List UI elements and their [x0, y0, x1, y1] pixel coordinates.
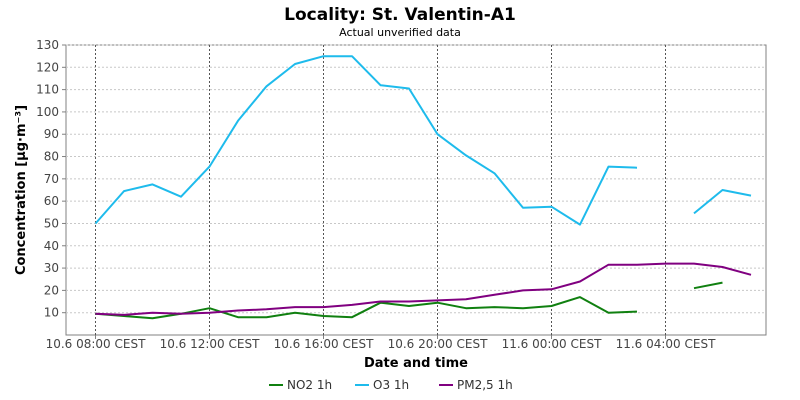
chart-subtitle: Actual unverified data: [339, 26, 461, 39]
series-1: [94, 55, 752, 226]
y-axis-label: Concentration [µg·m⁻³]: [14, 105, 29, 275]
y-tick-label: 70: [44, 172, 59, 186]
y-axis-ticks: 10 20 30 40 50 60 70 80 90 100 110 120 130: [36, 38, 66, 320]
y-tick-label: 40: [44, 239, 59, 253]
x-tick-label: 10.6 12:00 CEST: [160, 337, 261, 351]
y-tick-label: 120: [36, 60, 59, 74]
vertical-gridlines: [95, 45, 666, 335]
y-tick-label: 30: [44, 261, 59, 275]
series-line-segment: [693, 189, 752, 215]
y-tick-label: 10: [44, 306, 59, 320]
legend-item: NO2 1h: [269, 378, 332, 392]
plot-area: [65, 44, 767, 336]
y-tick-label: 50: [44, 216, 59, 230]
y-tick-label: 110: [36, 83, 59, 97]
x-tick-label: 11.6 04:00 CEST: [616, 337, 717, 351]
legend-item: PM2,5 1h: [439, 378, 513, 392]
series-line-segment: [693, 281, 723, 290]
legend-label: NO2 1h: [287, 378, 332, 392]
x-tick-label: 10.6 16:00 CEST: [274, 337, 375, 351]
series-2: [95, 262, 752, 316]
y-tick-label: 80: [44, 150, 59, 164]
legend-item: O3 1h: [355, 378, 409, 392]
x-tick-label: 10.6 08:00 CEST: [46, 337, 147, 351]
x-axis-label: Date and time: [364, 356, 468, 371]
y-tick-label: 20: [44, 283, 59, 297]
series-lines: [94, 55, 752, 320]
y-tick-label: 100: [36, 105, 59, 119]
y-tick-label: 60: [44, 194, 59, 208]
x-tick-label: 11.6 00:00 CEST: [502, 337, 603, 351]
legend: NO2 1h O3 1h PM2,5 1h: [269, 378, 513, 392]
y-tick-label: 130: [36, 38, 59, 52]
x-tick-label: 10.6 20:00 CEST: [388, 337, 489, 351]
legend-label: PM2,5 1h: [457, 378, 513, 392]
y-tick-label: 90: [44, 127, 59, 141]
series-line-segment: [95, 262, 752, 316]
legend-label: O3 1h: [373, 378, 409, 392]
chart-title: Locality: St. Valentin-A1: [284, 5, 516, 25]
series-line-segment: [94, 55, 638, 226]
x-axis-ticks: 10.6 08:00 CEST 10.6 12:00 CEST 10.6 16:00…: [46, 335, 717, 351]
horizontal-gridlines: [66, 44, 766, 314]
